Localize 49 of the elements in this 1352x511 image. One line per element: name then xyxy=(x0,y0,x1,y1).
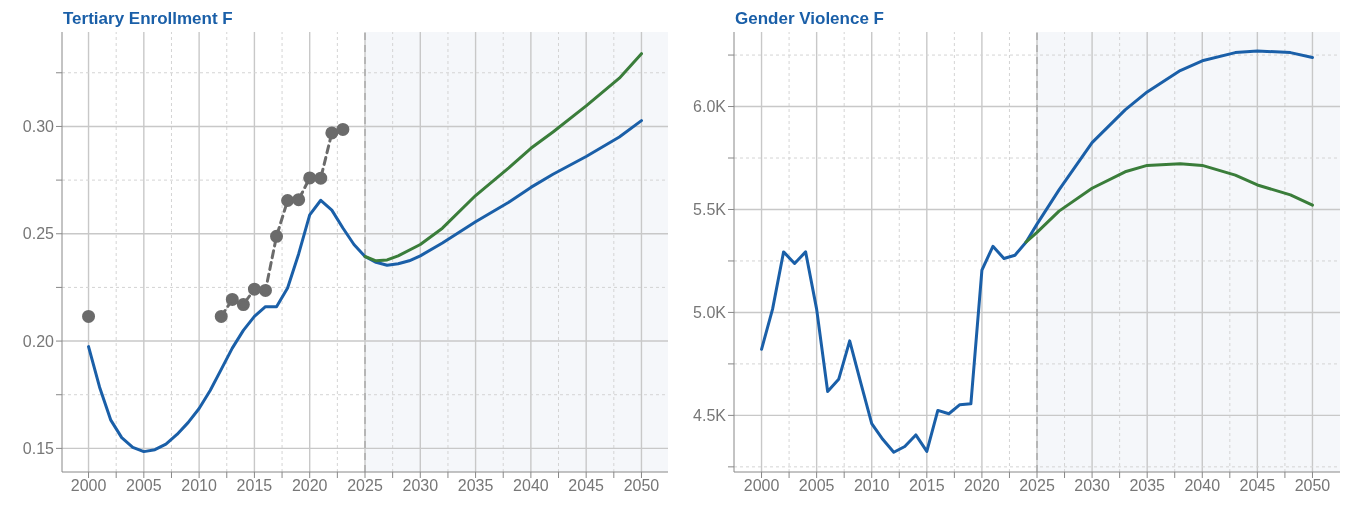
y-tick-label: 4.5K xyxy=(693,407,727,425)
y-tick-label: 0.30 xyxy=(22,118,55,136)
point xyxy=(236,298,250,312)
x-tick-label: 2000 xyxy=(70,477,107,495)
x-tick-label: 2030 xyxy=(402,477,439,495)
x-tick-label: 2005 xyxy=(798,477,835,495)
line-series xyxy=(760,49,1314,454)
x-tick-label: 2030 xyxy=(1074,477,1110,495)
x-tick-label: 2015 xyxy=(236,477,273,495)
line-series xyxy=(87,119,643,454)
x-tick-label: 2040 xyxy=(513,477,549,495)
x-tick-label: 2050 xyxy=(1294,477,1331,495)
y-tick-label: 5.0K xyxy=(693,304,727,322)
point xyxy=(258,283,272,297)
x-tick-label: 2045 xyxy=(568,477,605,495)
point xyxy=(82,309,96,323)
x-tick-label: 2010 xyxy=(181,477,218,495)
y-tick-label: 0.25 xyxy=(22,225,55,243)
y-tick-label: 0.20 xyxy=(22,332,55,350)
line-series xyxy=(363,52,643,263)
point xyxy=(336,122,350,136)
x-tick-label: 2025 xyxy=(1019,477,1055,495)
x-tick-label: 2005 xyxy=(126,477,162,495)
point xyxy=(247,282,261,296)
x-tick-label: 2035 xyxy=(1129,477,1166,495)
line-series xyxy=(1024,162,1314,244)
y-tick-label: 6.0K xyxy=(693,98,727,116)
x-tick-label: 2025 xyxy=(347,477,383,495)
point xyxy=(281,193,295,207)
x-tick-label: 2020 xyxy=(964,477,1000,495)
point xyxy=(292,193,306,207)
y-tick-label: 5.5K xyxy=(693,201,727,219)
x-tick-label: 2020 xyxy=(291,477,328,495)
x-tick-label: 2015 xyxy=(909,477,945,495)
y-tick-label: 0.15 xyxy=(22,440,55,458)
x-tick-label: 2035 xyxy=(457,477,494,495)
x-tick-label: 2000 xyxy=(743,477,780,495)
point xyxy=(270,229,284,243)
chart-title: Tertiary Enrollment F xyxy=(63,8,234,30)
point xyxy=(225,292,239,306)
chart-title: Gender Violence F xyxy=(735,8,885,30)
point xyxy=(214,309,228,323)
x-tick-label: 2050 xyxy=(623,477,660,495)
x-tick-label: 2010 xyxy=(853,477,890,495)
x-tick-label: 2040 xyxy=(1184,477,1221,495)
point xyxy=(314,171,328,185)
point xyxy=(303,171,317,185)
point xyxy=(325,126,339,140)
x-tick-label: 2045 xyxy=(1239,477,1276,495)
